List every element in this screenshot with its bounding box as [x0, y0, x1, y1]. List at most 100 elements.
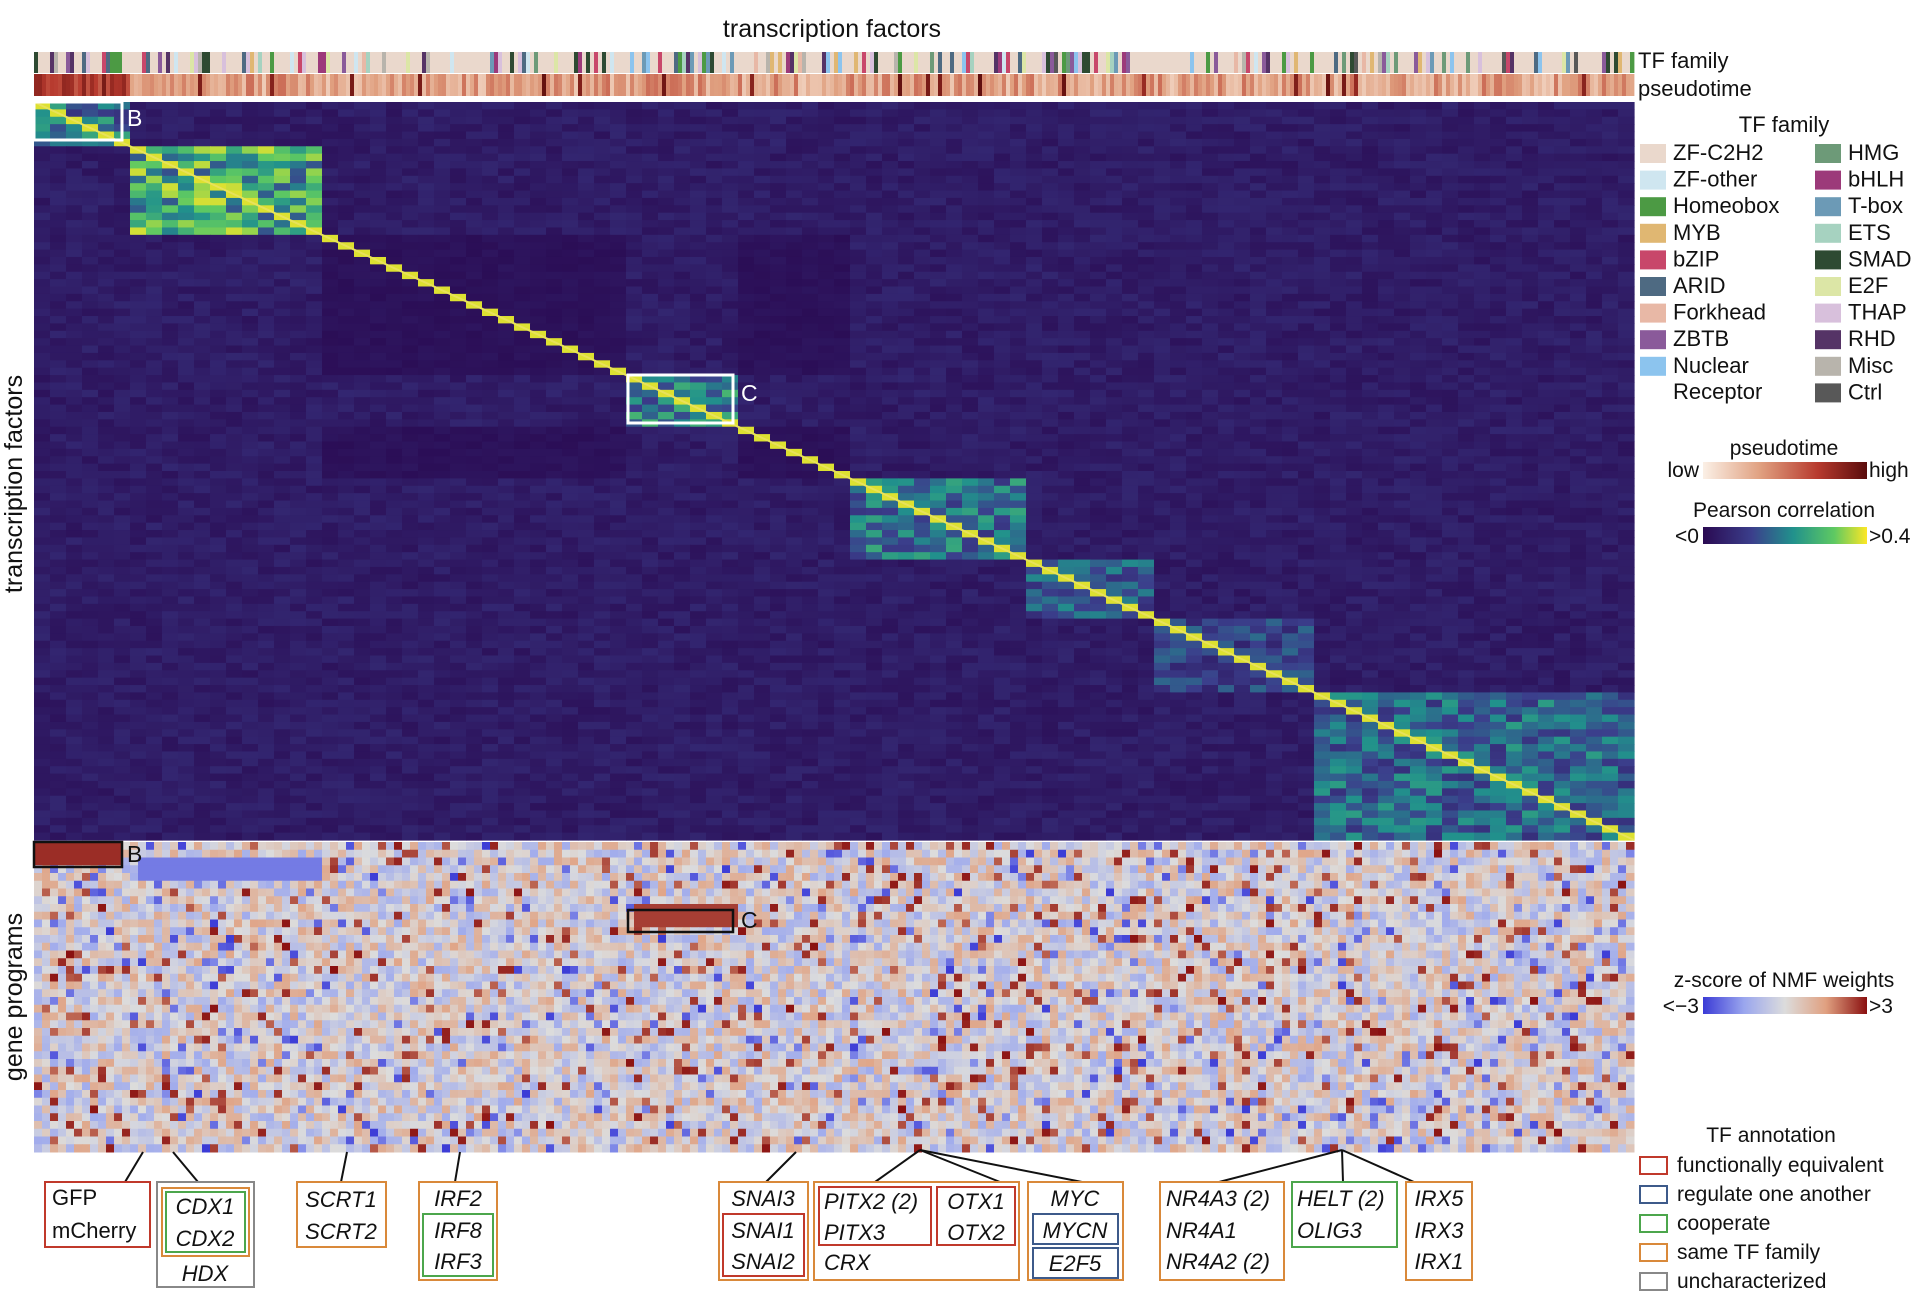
corr-cell	[1554, 116, 1571, 125]
corr-cell	[1170, 234, 1187, 243]
corr-cell	[226, 345, 243, 354]
corr-cell	[146, 249, 163, 258]
corr-cell	[1458, 286, 1475, 295]
corr-cell	[434, 124, 451, 133]
corr-cell	[482, 256, 499, 265]
corr-cell	[1106, 242, 1123, 251]
tf-family-mark	[1130, 52, 1135, 73]
corr-cell	[882, 138, 899, 147]
corr-cell	[1458, 116, 1475, 125]
corr-cell	[1442, 146, 1459, 155]
corr-cell	[274, 397, 291, 406]
corr-cell	[1378, 367, 1395, 376]
corr-cell	[802, 220, 819, 229]
corr-cell	[1442, 308, 1459, 317]
corr-cell	[1090, 183, 1107, 192]
corr-cell	[850, 279, 867, 288]
corr-cell	[674, 109, 691, 118]
corr-cell	[962, 109, 979, 118]
tf-family-mark	[710, 52, 715, 73]
corr-cell	[338, 271, 355, 280]
corr-cell	[594, 131, 611, 140]
corr-cell	[370, 397, 387, 406]
corr-cell	[1042, 360, 1059, 369]
corr-cell	[194, 220, 211, 229]
tf-family-mark	[622, 52, 627, 73]
corr-cell	[1554, 360, 1571, 369]
corr-cell	[34, 404, 51, 413]
tf-family-mark	[1446, 52, 1451, 73]
corr-cell	[786, 153, 803, 162]
corr-cell	[962, 308, 979, 317]
corr-cell	[1522, 316, 1539, 324]
corr-cell	[994, 227, 1011, 236]
tf-family-mark	[598, 52, 603, 73]
tf-family-mark	[918, 52, 923, 73]
corr-cell	[722, 242, 739, 251]
corr-cell	[1266, 352, 1283, 361]
corr-cell	[818, 116, 835, 125]
corr-cell	[1570, 168, 1587, 177]
tf-family-mark	[202, 52, 207, 73]
corr-cell	[1346, 301, 1363, 310]
corr-cell	[802, 227, 819, 236]
corr-cell	[498, 264, 515, 273]
corr-cell	[882, 242, 899, 251]
corr-cell	[578, 308, 595, 317]
corr-cell	[130, 375, 147, 384]
corr-cell	[258, 293, 275, 302]
corr-cell	[82, 271, 99, 280]
corr-cell	[1250, 367, 1267, 376]
corr-cell	[1314, 360, 1331, 369]
corr-cell	[1122, 293, 1139, 302]
corr-cell	[1330, 330, 1347, 339]
corr-cell	[866, 352, 883, 361]
corr-cell	[1538, 316, 1555, 324]
tf-family-mark	[94, 52, 99, 73]
corr-cell	[1554, 131, 1571, 140]
corr-cell	[498, 389, 515, 398]
corr-cell	[930, 146, 947, 155]
corr-cell	[306, 360, 323, 369]
corr-cell	[1362, 316, 1379, 324]
corr-cell	[1154, 116, 1171, 125]
corr-cell	[674, 227, 691, 236]
corr-cell	[498, 397, 515, 406]
corr-cell	[530, 279, 547, 288]
corr-cell	[34, 205, 51, 214]
corr-cell	[1426, 360, 1443, 369]
corr-cell	[1266, 316, 1283, 324]
corr-cell	[594, 330, 611, 339]
corr-cell	[98, 197, 115, 206]
corr-cell	[866, 138, 883, 147]
corr-cell	[1058, 234, 1075, 243]
corr-cell	[402, 382, 419, 391]
corr-cell	[306, 316, 323, 324]
corr-cell	[1394, 404, 1411, 413]
corr-cell	[322, 190, 339, 199]
pseudotime-mark	[1234, 74, 1239, 96]
corr-cell	[290, 338, 307, 347]
corr-cell	[1522, 190, 1539, 199]
corr-cell	[658, 279, 675, 288]
tf-family-mark	[1590, 52, 1595, 73]
corr-cell	[1586, 116, 1603, 125]
corr-cell	[1474, 345, 1491, 354]
corr-cell	[1106, 316, 1123, 324]
corr-cell	[450, 279, 467, 288]
corr-cell	[466, 190, 483, 199]
pseudotime-mark	[1382, 74, 1387, 96]
corr-cell	[338, 256, 355, 265]
corr-cell	[1186, 286, 1203, 295]
corr-cell	[1074, 330, 1091, 339]
pseudotime-mark	[1358, 74, 1363, 96]
corr-cell	[1106, 249, 1123, 258]
corr-cell	[146, 242, 163, 251]
corr-cell	[882, 175, 899, 184]
corr-cell	[914, 220, 931, 229]
pseudotime-mark	[450, 74, 455, 96]
corr-cell	[802, 352, 819, 361]
corr-cell	[1394, 168, 1411, 177]
pseudotime-mark	[182, 74, 187, 96]
corr-cell	[1298, 352, 1315, 361]
